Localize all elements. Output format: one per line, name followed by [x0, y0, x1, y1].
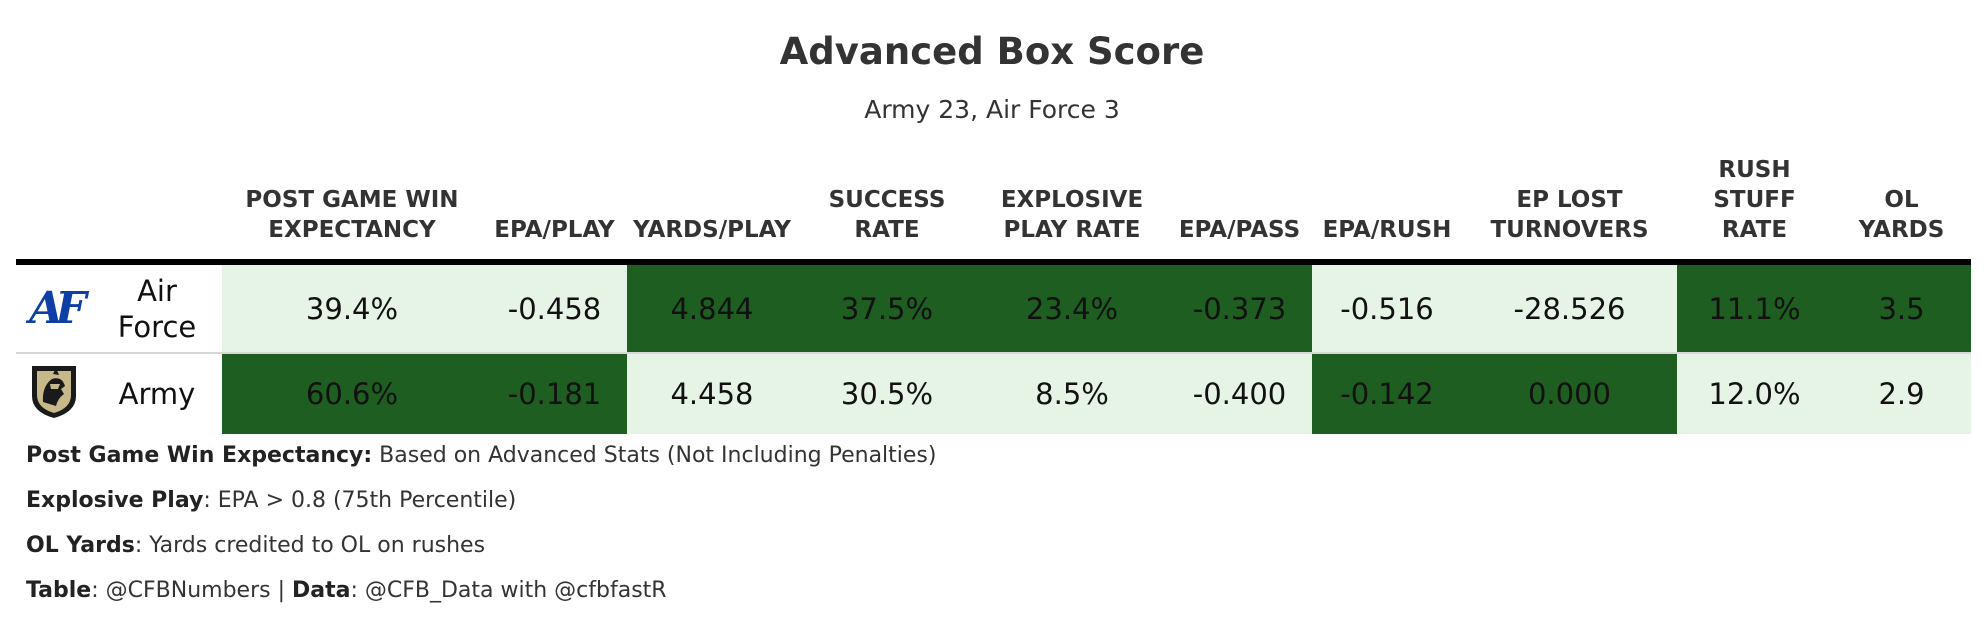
- cell-ol_yards: 2.9: [1832, 353, 1971, 434]
- column-header-epa_play: EPA/PLAY: [494, 217, 615, 243]
- team-logo: AF: [16, 262, 92, 353]
- column-header-win_exp: POST GAME WIN EXPECTANCY: [245, 187, 459, 243]
- cell-epa_play: -0.181: [482, 353, 627, 434]
- chart-subtitle: Army 23, Air Force 3: [864, 95, 1120, 124]
- air-force-logo-icon: AF: [29, 283, 86, 334]
- column-header-stuff_rate: RUSH STUFF RATE: [1713, 157, 1796, 243]
- team-logo: [16, 353, 92, 434]
- cell-win_exp: 60.6%: [222, 353, 482, 434]
- team-column-header: [92, 140, 222, 262]
- logo-column-header: [16, 140, 92, 262]
- cell-yards_play: 4.844: [627, 262, 797, 353]
- header-row: POST GAME WIN EXPECTANCY EPA/PLAY YARDS/PLA…: [16, 140, 1971, 262]
- table-row: AF Air Force 39.4% -0.458 4.844 37.5% 23.4% -0.3…: [16, 262, 1971, 353]
- cell-ep_lost: 0.000: [1462, 353, 1677, 434]
- team-name: Air Force: [92, 262, 222, 353]
- table-row: Army 60.6% -0.181 4.458 30.5% 8.5% -0.400 -0.14…: [16, 353, 1971, 434]
- cell-epa_pass: -0.400: [1167, 353, 1312, 434]
- footnote-2: Explosive Play: EPA > 0.8 (75th Percenti…: [26, 488, 517, 513]
- column-header-explosive: EXPLOSIVE PLAY RATE: [1000, 187, 1144, 243]
- column-header-success_rate: SUCCESS RATE: [828, 187, 946, 243]
- footnote-1: Post Game Win Expectancy: Based on Advan…: [26, 443, 937, 468]
- cell-epa_pass: -0.373: [1167, 262, 1312, 353]
- column-header-ol_yards: OL YARDS: [1858, 187, 1945, 243]
- cell-epa_rush: -0.516: [1312, 262, 1462, 353]
- cell-stuff_rate: 12.0%: [1677, 353, 1832, 434]
- footnotes: Post Game Win Expectancy: Based on Advan…: [26, 440, 936, 620]
- cell-success_rate: 30.5%: [797, 353, 977, 434]
- column-header-epa_pass: EPA/PASS: [1178, 217, 1301, 243]
- cell-explosive: 23.4%: [977, 262, 1167, 353]
- cell-stuff_rate: 11.1%: [1677, 262, 1832, 353]
- column-header-yards_play: YARDS/PLAY: [633, 217, 791, 243]
- column-header-ep_lost: EP LOST TURNOVERS: [1490, 187, 1649, 243]
- cell-success_rate: 37.5%: [797, 262, 977, 353]
- column-header-epa_rush: EPA/RUSH: [1322, 217, 1452, 243]
- team-name: Army: [92, 353, 222, 434]
- box-score-table: POST GAME WIN EXPECTANCY EPA/PLAY YARDS/PLA…: [16, 140, 1971, 434]
- table-body: AF Air Force 39.4% -0.458 4.844 37.5% 23.4% -0.3…: [16, 262, 1971, 434]
- cell-ol_yards: 3.5: [1832, 262, 1971, 353]
- cell-yards_play: 4.458: [627, 353, 797, 434]
- cell-explosive: 8.5%: [977, 353, 1167, 434]
- cell-win_exp: 39.4%: [222, 262, 482, 353]
- army-knight-logo-icon: [32, 365, 76, 418]
- cell-epa_play: -0.458: [482, 262, 627, 353]
- cell-epa_rush: -0.142: [1312, 353, 1462, 434]
- cell-ep_lost: -28.526: [1462, 262, 1677, 353]
- chart-title: Advanced Box Score: [779, 30, 1205, 73]
- footnote-4: Table: @CFBNumbers | Data: @CFB_Data wit…: [26, 578, 667, 603]
- footnote-3: OL Yards: Yards credited to OL on rushes: [26, 533, 486, 558]
